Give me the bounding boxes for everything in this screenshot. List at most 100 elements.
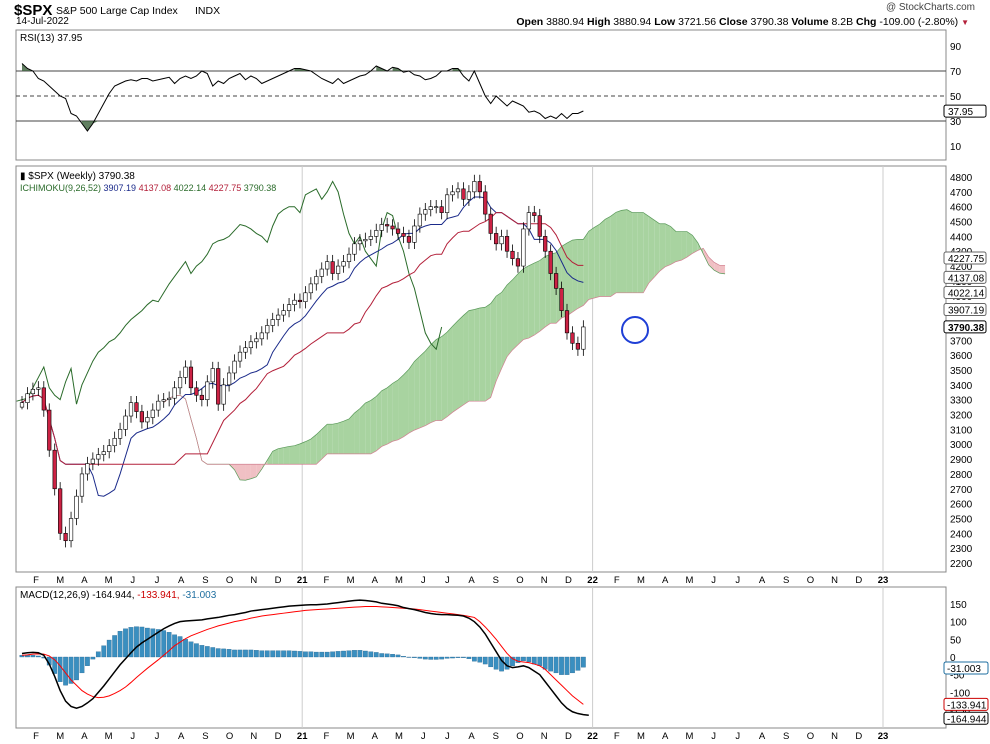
candle-up xyxy=(412,225,417,243)
x-axis-label: J xyxy=(421,575,426,586)
histogram-bar xyxy=(226,649,232,658)
price-tick-label: 3100 xyxy=(950,425,973,436)
cloud-segment-bull xyxy=(463,310,469,405)
histogram-bar xyxy=(210,647,216,658)
histogram-bar xyxy=(428,656,434,660)
cloud-segment-bull xyxy=(670,226,676,265)
x-axis-label: M xyxy=(347,731,355,742)
cloud-segment-bull xyxy=(594,224,600,298)
histogram-bar xyxy=(248,649,254,658)
x-axis-label: D xyxy=(855,731,862,742)
macd-tick-label: 100 xyxy=(950,618,967,629)
cloud-segment-bull xyxy=(517,268,524,345)
candle-down xyxy=(401,233,406,237)
histogram-bar xyxy=(521,656,526,662)
cloud-segment-bull xyxy=(567,240,573,316)
price-tick-label: 3200 xyxy=(950,411,973,422)
x-axis-label: 23 xyxy=(878,731,889,742)
candle-down xyxy=(216,368,221,405)
x-axis-label: O xyxy=(516,575,523,586)
histogram-bar xyxy=(335,651,341,658)
x-axis-label: A xyxy=(759,575,766,586)
cloud-segment-bull xyxy=(512,273,518,350)
histogram-bar xyxy=(553,656,559,674)
histogram-bar xyxy=(488,656,494,668)
cloud-segment-bull xyxy=(321,424,328,460)
candle-up xyxy=(30,388,36,395)
histogram-bar xyxy=(150,628,156,658)
x-axis-label: A xyxy=(178,575,185,586)
x-axis-label: F xyxy=(614,731,620,742)
candle-down xyxy=(439,206,444,213)
candle-up xyxy=(292,299,297,305)
volume-value: 8.2B xyxy=(831,16,854,28)
cloud-segment-bull xyxy=(452,320,458,413)
macd-tick-label: 50 xyxy=(950,635,962,646)
candle-down xyxy=(194,387,199,396)
candle-up xyxy=(450,191,455,196)
chart-header: $SPX S&P 500 Large Cap Index INDX 14-Jul… xyxy=(14,2,979,30)
candle-up xyxy=(374,230,379,237)
histogram-bar xyxy=(106,639,112,658)
candle-up xyxy=(265,325,270,334)
candle-up xyxy=(167,397,172,400)
cloud-segment-bull xyxy=(605,216,611,297)
histogram-bar xyxy=(352,650,357,658)
x-axis-label: J xyxy=(155,575,160,586)
x-axis-label: M xyxy=(347,575,355,586)
candle-up xyxy=(156,400,161,411)
x-axis-label: N xyxy=(250,575,257,586)
x-axis-label: 22 xyxy=(587,575,598,586)
candle-up xyxy=(227,372,232,386)
histogram-bar xyxy=(412,656,417,658)
x-axis-label: A xyxy=(81,575,88,586)
candle-up xyxy=(150,409,155,418)
x-axis-label: 23 xyxy=(878,575,889,586)
x-axis-label: D xyxy=(565,731,572,742)
cloud-segment-bear xyxy=(719,265,726,274)
cloud-segment-bull xyxy=(490,296,497,398)
candle-down xyxy=(488,213,493,234)
price-tag-box xyxy=(943,270,987,284)
rsi-tick-label: 30 xyxy=(950,117,962,128)
histogram-bar xyxy=(194,643,199,658)
candle-up xyxy=(581,326,586,350)
candle-up xyxy=(107,445,112,452)
histogram-bar xyxy=(330,651,336,658)
cloud-segment-bull xyxy=(299,441,306,465)
candle-up xyxy=(319,268,324,277)
candle-up xyxy=(232,360,237,374)
histogram-bar xyxy=(177,636,183,658)
x-axis-label: A xyxy=(468,731,475,742)
histogram-bar xyxy=(564,656,570,675)
dropdown-arrow-icon[interactable]: ▼ xyxy=(961,18,969,27)
x-axis-label: J xyxy=(130,575,135,586)
price-tag-label: 4137.08 xyxy=(948,273,985,284)
x-axis-label: F xyxy=(323,731,329,742)
leading-span-a xyxy=(163,209,726,481)
cloud-segment-bull xyxy=(392,380,399,442)
rsi-title: RSI(13) 37.95 xyxy=(20,33,83,44)
x-axis-label: O xyxy=(226,575,233,586)
conversion-line xyxy=(21,196,584,497)
cloud-segment-bull xyxy=(610,212,617,297)
macd-tick-label: -50 xyxy=(950,671,965,682)
candle-up xyxy=(417,213,422,227)
open-value: 3880.94 xyxy=(546,16,585,28)
price-tick-label: 2200 xyxy=(950,559,973,570)
cloud-segment-bull xyxy=(316,429,322,465)
candle-down xyxy=(494,233,499,245)
ichimoku-label: ICHIMOKU(9,26,52) 3907.19 4137.08 4022.1… xyxy=(20,183,276,193)
histogram-bar xyxy=(575,656,581,671)
histogram-bar xyxy=(68,656,74,684)
candle-up xyxy=(243,347,248,353)
histogram-bar xyxy=(357,650,363,658)
histogram-bar xyxy=(471,656,477,662)
cloud-segment-bull xyxy=(419,351,426,428)
histogram-bar xyxy=(362,650,368,658)
cloud-segment-bull xyxy=(376,390,382,451)
histogram-bar xyxy=(286,650,292,658)
macd-tick-label: -150 xyxy=(950,706,970,717)
cloud-segment-bull xyxy=(659,223,666,272)
histogram-bar xyxy=(128,627,134,658)
